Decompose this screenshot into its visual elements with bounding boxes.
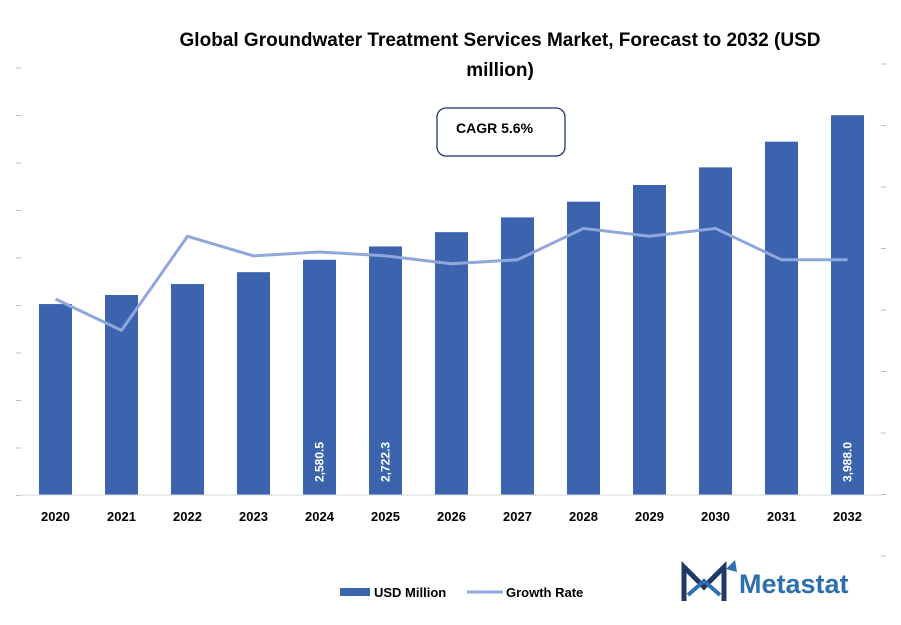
x-tick-labels: 2020 2021 2022 2023 2024 2025 2026 2027 2028 2029…: [41, 509, 862, 524]
x-tick-label-2032: 2032: [833, 509, 862, 524]
metastat-logo: Metastat: [681, 560, 849, 601]
bar-2025: [369, 246, 402, 495]
bar-2031: [765, 141, 798, 495]
x-tick-label-2022: 2022: [173, 509, 202, 524]
x-tick-label-2027: 2027: [503, 509, 532, 524]
bar-data-label-2024: 2,580.5: [313, 442, 327, 482]
metastat-m-logo-icon: [681, 560, 737, 601]
x-tick-label-2024: 2024: [305, 509, 335, 524]
bar-2023: [237, 272, 270, 495]
bar-data-label-2025: 2,722.3: [379, 442, 393, 482]
bar-data-label-2032: 3,988.0: [841, 442, 855, 482]
x-tick-label-2021: 2021: [107, 509, 136, 524]
legend-label-usd-million: USD Million: [374, 585, 446, 600]
x-tick-label-2026: 2026: [437, 509, 466, 524]
bar-2024: [303, 259, 336, 495]
bar-2026: [435, 232, 468, 495]
cagr-callout-text: CAGR 5.6%: [456, 120, 534, 136]
cagr-callout: CAGR 5.6%: [436, 107, 566, 157]
legend-label-growth-rate: Growth Rate: [506, 585, 583, 600]
bar-2027: [501, 217, 534, 495]
cagr-callout-box: [436, 107, 566, 157]
x-tick-label-2020: 2020: [41, 509, 70, 524]
bar-data-labels: 2,580.5 2,722.3 3,988.0: [313, 442, 855, 482]
x-tick-label-2031: 2031: [767, 509, 796, 524]
bar-2028: [567, 201, 600, 495]
x-tick-label-2030: 2030: [701, 509, 730, 524]
bar-2030: [699, 167, 732, 495]
chart-title-line-1: Global Groundwater Treatment Services Ma…: [180, 30, 821, 51]
axis-ticks: [16, 63, 886, 557]
bar-series: [39, 115, 864, 495]
logo-text: Metastat: [739, 569, 849, 599]
bar-2022: [171, 284, 204, 495]
x-tick-label-2028: 2028: [569, 509, 598, 524]
bar-2020: [39, 304, 72, 495]
x-tick-label-2023: 2023: [239, 509, 268, 524]
legend: USD Million Growth Rate: [340, 585, 583, 600]
x-tick-label-2029: 2029: [635, 509, 664, 524]
bar-2029: [633, 185, 666, 495]
bar-2032: [831, 115, 864, 495]
x-tick-label-2025: 2025: [371, 509, 400, 524]
chart-title-line-2: million): [466, 60, 534, 81]
legend-swatch-usd-million: [340, 588, 370, 596]
line-series: [54, 226, 848, 332]
